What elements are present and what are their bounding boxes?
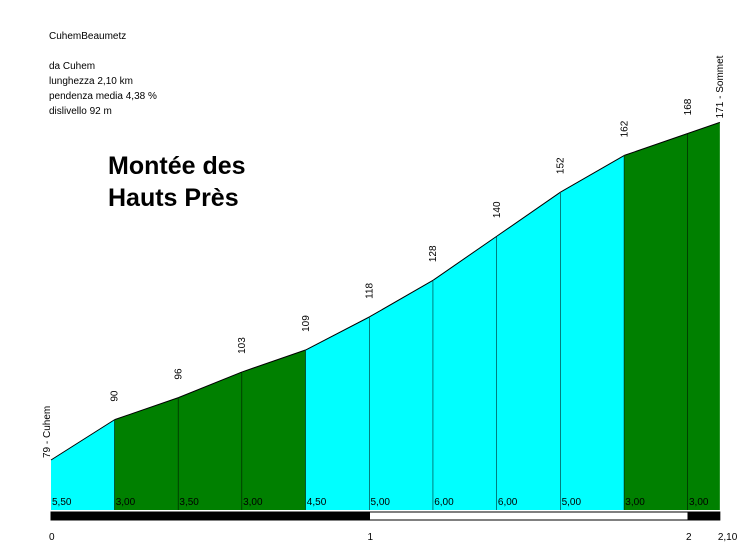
profile-segment bbox=[178, 371, 243, 510]
profile-segment-top-edge bbox=[432, 235, 498, 281]
profile-segment-top-edge bbox=[241, 349, 306, 373]
profile-segment bbox=[51, 419, 115, 510]
elevation-label: 152 bbox=[556, 157, 567, 174]
profile-segment-top-edge bbox=[560, 154, 625, 193]
segment-gradient-label: 3,00 bbox=[243, 497, 263, 508]
profile-segment-top-edge bbox=[496, 191, 561, 237]
start-location: da Cuhem bbox=[49, 61, 96, 72]
average-gradient: pendenza media 4,38 % bbox=[49, 91, 157, 102]
elevation-label: 90 bbox=[110, 390, 121, 402]
profile-segment-top-edge bbox=[178, 371, 243, 399]
elevation-label: 96 bbox=[173, 368, 184, 380]
profile-segment bbox=[433, 236, 497, 510]
elevation-label: 79 - Cuhem bbox=[42, 406, 53, 458]
segment-gradient-label: 6,00 bbox=[498, 497, 518, 508]
distance-bar-km-segment bbox=[50, 511, 370, 521]
profile-segment-top-edge bbox=[50, 419, 115, 461]
profile-segment bbox=[305, 316, 370, 510]
segment-gradient-label: 3,00 bbox=[625, 497, 645, 508]
elevation-label: 103 bbox=[237, 337, 248, 354]
climb-name: CuhemBeaumetz bbox=[49, 31, 127, 42]
profile-segment-top-edge bbox=[624, 132, 689, 156]
profile-segment bbox=[560, 155, 625, 510]
elevation-gain: dislivello 92 m bbox=[49, 106, 112, 117]
segment-gradient-label: 6,00 bbox=[434, 497, 454, 508]
elevation-label: 128 bbox=[428, 245, 439, 262]
profile-segment bbox=[624, 133, 688, 510]
segment-gradient-label: 3,50 bbox=[179, 497, 199, 508]
segment-gradient-label: 4,50 bbox=[307, 497, 327, 508]
km-tick-label: 2,10 bbox=[718, 532, 738, 543]
climb-length: lunghezza 2,10 km bbox=[49, 76, 133, 87]
elevation-label: 168 bbox=[683, 98, 694, 115]
profile-segment-top-edge bbox=[369, 279, 434, 318]
segment-gradient-label: 3,00 bbox=[116, 497, 136, 508]
elevation-label: 171 - Sommet bbox=[715, 55, 726, 118]
climb-title-line-2: Hauts Près bbox=[108, 184, 239, 212]
profile-segment bbox=[242, 349, 306, 510]
elevation-label: 162 bbox=[619, 120, 630, 137]
profile-segment-top-edge bbox=[114, 397, 179, 421]
profile-segment bbox=[496, 192, 561, 510]
distance-bar-km-segment bbox=[369, 511, 689, 521]
segment-gradient-label: 5,50 bbox=[52, 497, 72, 508]
km-tick-label: 1 bbox=[368, 532, 374, 543]
profile-segment bbox=[114, 397, 179, 510]
segment-gradient-label: 5,00 bbox=[371, 497, 391, 508]
km-tick-label: 0 bbox=[49, 532, 55, 543]
profile-segment-top-edge bbox=[305, 316, 370, 351]
km-tick-label: 2 bbox=[686, 532, 692, 543]
profile-segment-top-edge bbox=[687, 121, 721, 134]
climb-title: Montée des Hauts Près bbox=[108, 150, 246, 214]
climb-title-line-1: Montée des bbox=[108, 152, 246, 180]
elevation-label: 140 bbox=[492, 201, 503, 218]
elevation-label: 109 bbox=[301, 315, 312, 332]
segment-gradient-label: 5,00 bbox=[562, 497, 582, 508]
distance-bar-km-segment bbox=[687, 511, 721, 521]
elevation-label: 118 bbox=[365, 282, 376, 298]
profile-segment bbox=[369, 280, 434, 510]
profile-segment bbox=[688, 122, 720, 511]
segment-gradient-label: 3,00 bbox=[689, 497, 709, 508]
